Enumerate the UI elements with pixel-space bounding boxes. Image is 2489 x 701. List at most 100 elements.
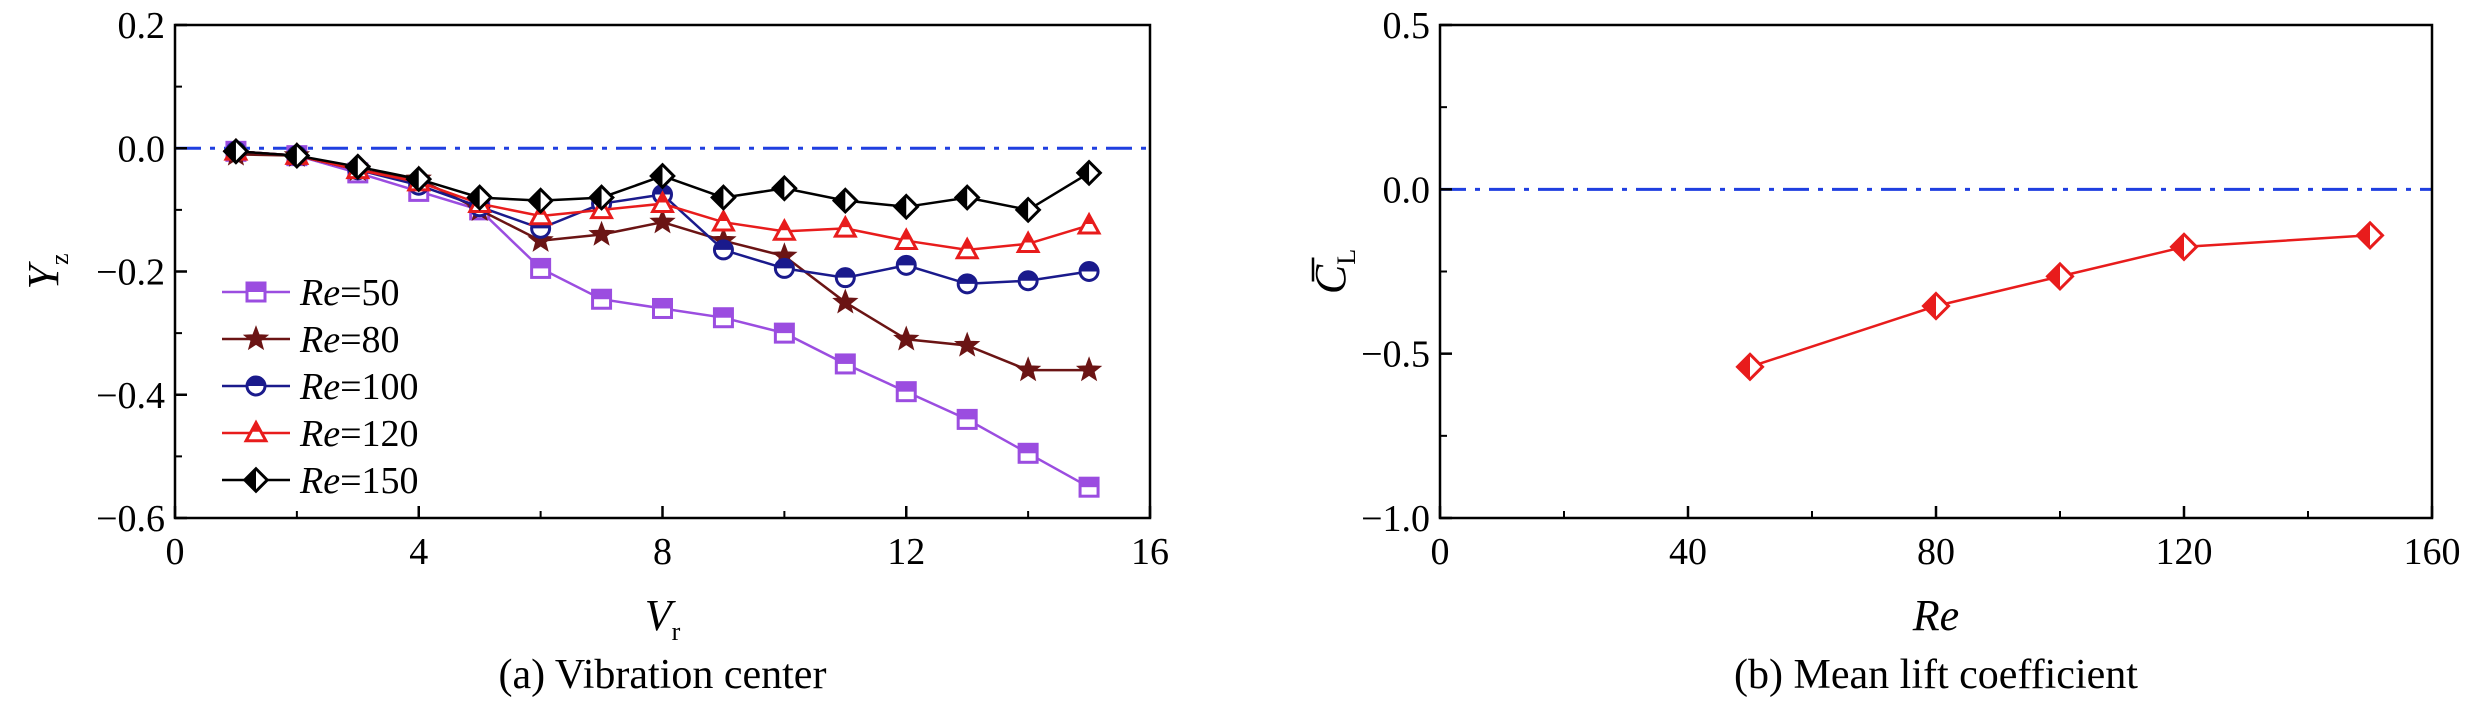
data-point-diamond (892, 193, 920, 221)
legend-item: Re=150 (222, 460, 419, 502)
y-tick-label: −0.5 (1361, 334, 1430, 376)
data-point-diamond (222, 137, 250, 165)
x-tick-label: 40 (1669, 531, 1707, 573)
legend-label: Re=150 (299, 460, 419, 502)
data-point-star (527, 226, 554, 252)
data-point-square (834, 353, 856, 375)
y-tick-label: 0.5 (1383, 5, 1431, 47)
legend-marker (245, 375, 267, 397)
legend-label: Re=50 (299, 272, 400, 314)
x-tick-label: 80 (1917, 531, 1955, 573)
data-point-triangle (771, 217, 797, 241)
data-point-diamond (2045, 261, 2075, 292)
data-point-star (1075, 356, 1103, 382)
data-point-square (1078, 476, 1100, 498)
x-tick-label: 12 (887, 531, 925, 573)
y-axis-label-a: Yz (19, 253, 74, 289)
series-group-b (1735, 220, 2385, 382)
legend-marker (245, 281, 267, 303)
data-point-diamond (649, 162, 676, 190)
y-tick-label: −1.0 (1361, 498, 1430, 540)
y-tick-label: 0.2 (118, 5, 166, 47)
data-point-diamond (1921, 291, 1951, 321)
data-point-diamond (953, 184, 981, 211)
data-point-triangle (1015, 230, 1041, 254)
data-point-diamond (2169, 232, 2199, 262)
data-point-circle (956, 273, 978, 295)
data-point-diamond (405, 165, 433, 193)
legend-label: Re=120 (299, 413, 419, 455)
x-tick-label: 120 (2156, 531, 2213, 573)
data-point-diamond (1014, 196, 1042, 224)
x-tick-label: 4 (409, 531, 428, 573)
legend-label: Re=100 (299, 366, 419, 408)
ticks-b: 0 40 80 120 160 0.5 0.0 −0.5 −1.0 (1361, 5, 2460, 573)
data-point-circle (1017, 270, 1039, 292)
data-point-circle (895, 254, 917, 276)
legend-item: Re=100 (222, 366, 419, 408)
x-tick-label: 16 (1131, 531, 1169, 573)
data-point-circle (712, 239, 734, 261)
data-point-square (895, 381, 917, 403)
data-point-diamond (588, 184, 615, 211)
data-point-diamond (1075, 159, 1103, 187)
legend-marker (242, 466, 270, 494)
data-point-triangle (1076, 211, 1102, 235)
data-point-diamond (831, 187, 859, 215)
data-point-circle (773, 257, 795, 279)
data-point-diamond (771, 174, 798, 202)
y-tick-label: 0.0 (1383, 169, 1431, 211)
data-point-star (1014, 356, 1042, 382)
x-tick-label: 0 (166, 531, 185, 573)
x-tick-label: 0 (1431, 531, 1450, 573)
data-point-star (649, 208, 676, 234)
data-point-square (652, 297, 673, 319)
series-line-0 (1749, 234, 2371, 368)
plot-frame-b (1438, 23, 2434, 520)
legend-a: Re=50 Re=80 Re=100 Re=120 Re=150 (222, 272, 419, 502)
data-point-diamond (283, 142, 311, 170)
x-tick-label: 160 (2404, 531, 2461, 573)
legend-item: Re=80 (222, 319, 400, 361)
x-axis-label-b: Re (1912, 591, 1959, 640)
data-point-diamond (344, 153, 372, 181)
data-point-diamond (527, 187, 554, 215)
legend-item: Re=50 (222, 272, 400, 314)
data-point-square (1017, 442, 1039, 464)
data-point-triangle (650, 190, 675, 213)
data-point-square (712, 307, 734, 329)
legend-item: Re=120 (222, 413, 419, 455)
y-tick-label: −0.4 (96, 375, 165, 417)
data-point-square (591, 288, 613, 310)
caption-a: (a) Vibration center (499, 652, 827, 698)
data-point-square (956, 408, 978, 430)
y-tick-label: −0.2 (96, 252, 165, 294)
legend-marker (242, 325, 270, 351)
series-group-a (222, 137, 1103, 498)
panel-vibration-center: 0 4 8 12 16 0.2 0.0 −0.2 −0.4 −0.6 Re=50 Re=80 Re=1… (19, 5, 1169, 698)
data-point-diamond (1735, 352, 1765, 382)
legend-label: Re=80 (299, 319, 400, 361)
x-axis-label-a: Vr (645, 591, 681, 646)
data-point-triangle (711, 208, 736, 232)
data-point-star (954, 331, 981, 357)
data-point-square (773, 322, 795, 344)
data-point-triangle (893, 227, 919, 250)
data-point-circle (1078, 261, 1100, 282)
data-point-diamond (710, 184, 737, 211)
caption-b: (b) Mean lift coefficient (1734, 652, 2138, 698)
data-point-star (832, 288, 859, 314)
data-point-star (588, 220, 615, 246)
ticks-a: 0 4 8 12 16 0.2 0.0 −0.2 −0.4 −0.6 (96, 5, 1169, 573)
x-tick-label: 8 (653, 531, 672, 573)
y-tick-label: −0.6 (96, 498, 165, 540)
data-point-square (530, 257, 552, 279)
data-point-star (893, 325, 920, 351)
data-point-diamond (466, 184, 494, 211)
data-point-triangle (832, 214, 858, 238)
legend-marker (243, 419, 269, 443)
data-point-diamond (2355, 220, 2385, 250)
y-tick-label: 0.0 (118, 128, 166, 170)
